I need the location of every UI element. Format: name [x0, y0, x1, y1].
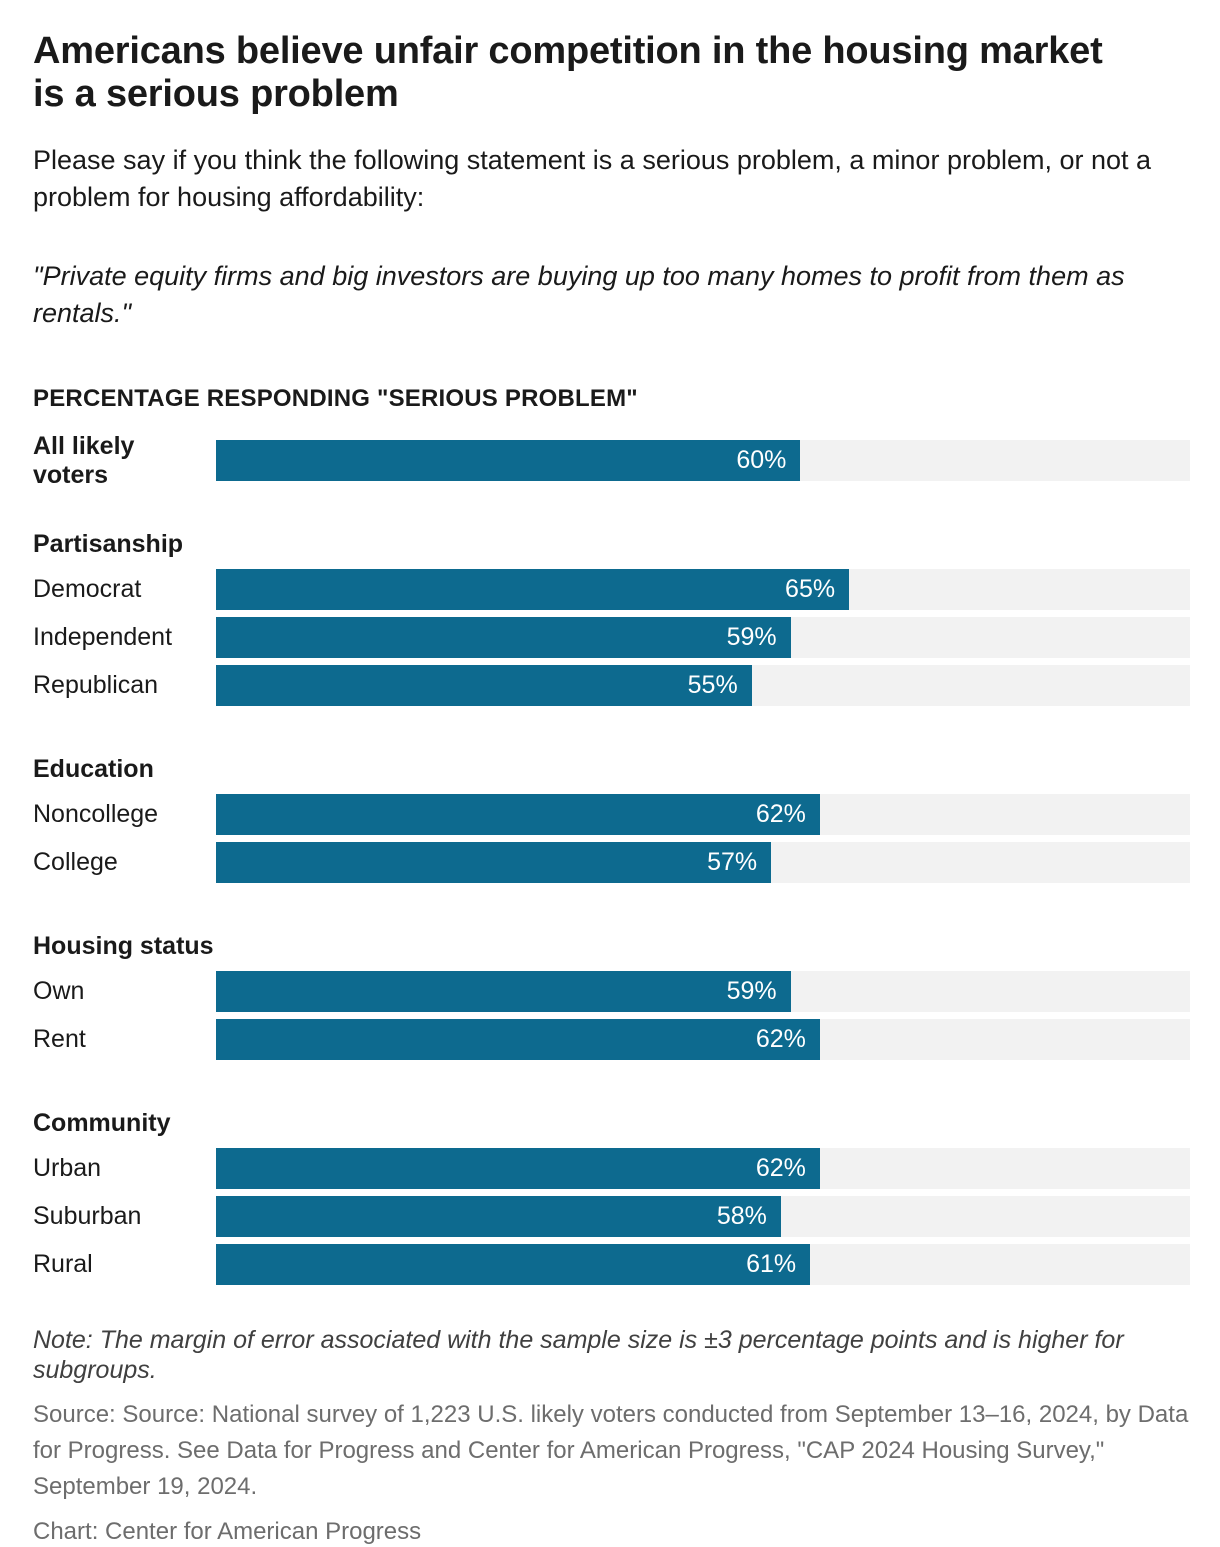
- row-label: Republican: [33, 671, 159, 699]
- bar-fill: 57%: [216, 842, 772, 883]
- source-text: Source: Source: National survey of 1,223…: [33, 1401, 1189, 1500]
- bar-fill: 60%: [216, 440, 801, 481]
- chart-title: PERCENTAGE RESPONDING "SERIOUS PROBLEM": [33, 385, 638, 412]
- bar-fill: 62%: [216, 794, 820, 835]
- bar-fill: 62%: [216, 1019, 820, 1060]
- bar-row: College 57%: [33, 842, 1190, 883]
- bar-value-label: 62%: [755, 1025, 806, 1053]
- row-label: Suburban: [33, 1202, 142, 1230]
- bar-row: Suburban 58%: [33, 1196, 1190, 1237]
- bar-fill: 59%: [216, 617, 791, 658]
- bar-track: 57%: [216, 842, 1190, 883]
- bar-track: 62%: [216, 1019, 1190, 1060]
- row-label: College: [33, 848, 118, 876]
- chart-credit: Chart: Center for American Progress: [33, 1518, 422, 1545]
- note-text: Note: The margin of error associated wit…: [33, 1326, 1124, 1384]
- group-header: Education: [33, 755, 154, 783]
- chart-group: Housing status Own 59% Rent 62%: [33, 933, 1190, 1060]
- row-label: Noncollege: [33, 800, 159, 828]
- bar-value-label: 62%: [755, 800, 806, 828]
- bar-value-label: 59%: [726, 977, 777, 1005]
- chart-group: Community Urban 62% Suburban 58% Rural 61%: [33, 1110, 1190, 1285]
- bar-track: 62%: [216, 1148, 1190, 1189]
- row-label: Rural: [33, 1250, 93, 1278]
- bar-track: 59%: [216, 617, 1190, 658]
- bar-fill: 59%: [216, 971, 791, 1012]
- bar-value-label: 60%: [736, 446, 787, 474]
- row-label: Independent: [33, 623, 173, 651]
- chart-group: All likely voters 60%: [33, 432, 1190, 489]
- page-title: Americans believe unfair competition in …: [33, 30, 1103, 115]
- bar-row: Republican 55%: [33, 665, 1190, 706]
- bar-value-label: 61%: [746, 1250, 797, 1278]
- bar-value-label: 65%: [785, 575, 836, 603]
- group-header: Housing status: [33, 932, 214, 960]
- row-label: All likely voters: [33, 431, 135, 489]
- row-label: Urban: [33, 1154, 102, 1182]
- chart-subtitle: Please say if you think the following st…: [33, 145, 1152, 212]
- page: Americans believe unfair competition in …: [33, 30, 1190, 1545]
- group-header: Community: [33, 1109, 171, 1137]
- bar-track: 60%: [216, 440, 1190, 481]
- bar-fill: 65%: [216, 569, 850, 610]
- bar-track: 65%: [216, 569, 1190, 610]
- row-label: Rent: [33, 1025, 86, 1053]
- bar-fill: 58%: [216, 1196, 781, 1237]
- bar-fill: 55%: [216, 665, 752, 706]
- group-header: Partisanship: [33, 530, 184, 558]
- bar-row: Urban 62%: [33, 1148, 1190, 1189]
- bar-value-label: 62%: [755, 1154, 806, 1182]
- chart-group: Education Noncollege 62% College 57%: [33, 756, 1190, 883]
- bar-row: Own 59%: [33, 971, 1190, 1012]
- bar-row: Independent 59%: [33, 617, 1190, 658]
- bar-value-label: 55%: [687, 671, 738, 699]
- row-label: Democrat: [33, 575, 142, 603]
- bar-track: 61%: [216, 1244, 1190, 1285]
- bar-row: Noncollege 62%: [33, 794, 1190, 835]
- bar-chart: All likely voters 60% Partisanship Democrat…: [33, 432, 1190, 1285]
- bar-row: Democrat 65%: [33, 569, 1190, 610]
- bar-row: Rural 61%: [33, 1244, 1190, 1285]
- bar-row: Rent 62%: [33, 1019, 1190, 1060]
- bar-track: 59%: [216, 971, 1190, 1012]
- bar-fill: 61%: [216, 1244, 811, 1285]
- bar-fill: 62%: [216, 1148, 820, 1189]
- bar-value-label: 59%: [726, 623, 777, 651]
- bar-value-label: 57%: [707, 848, 758, 876]
- row-label: Own: [33, 977, 85, 1005]
- chart-group: Partisanship Democrat 65% Independent 59% Rep…: [33, 531, 1190, 706]
- survey-quote: "Private equity firms and big investors …: [33, 261, 1125, 328]
- bar-track: 62%: [216, 794, 1190, 835]
- bar-value-label: 58%: [716, 1202, 767, 1230]
- bar-track: 55%: [216, 665, 1190, 706]
- bar-row: All likely voters 60%: [33, 432, 1190, 489]
- bar-track: 58%: [216, 1196, 1190, 1237]
